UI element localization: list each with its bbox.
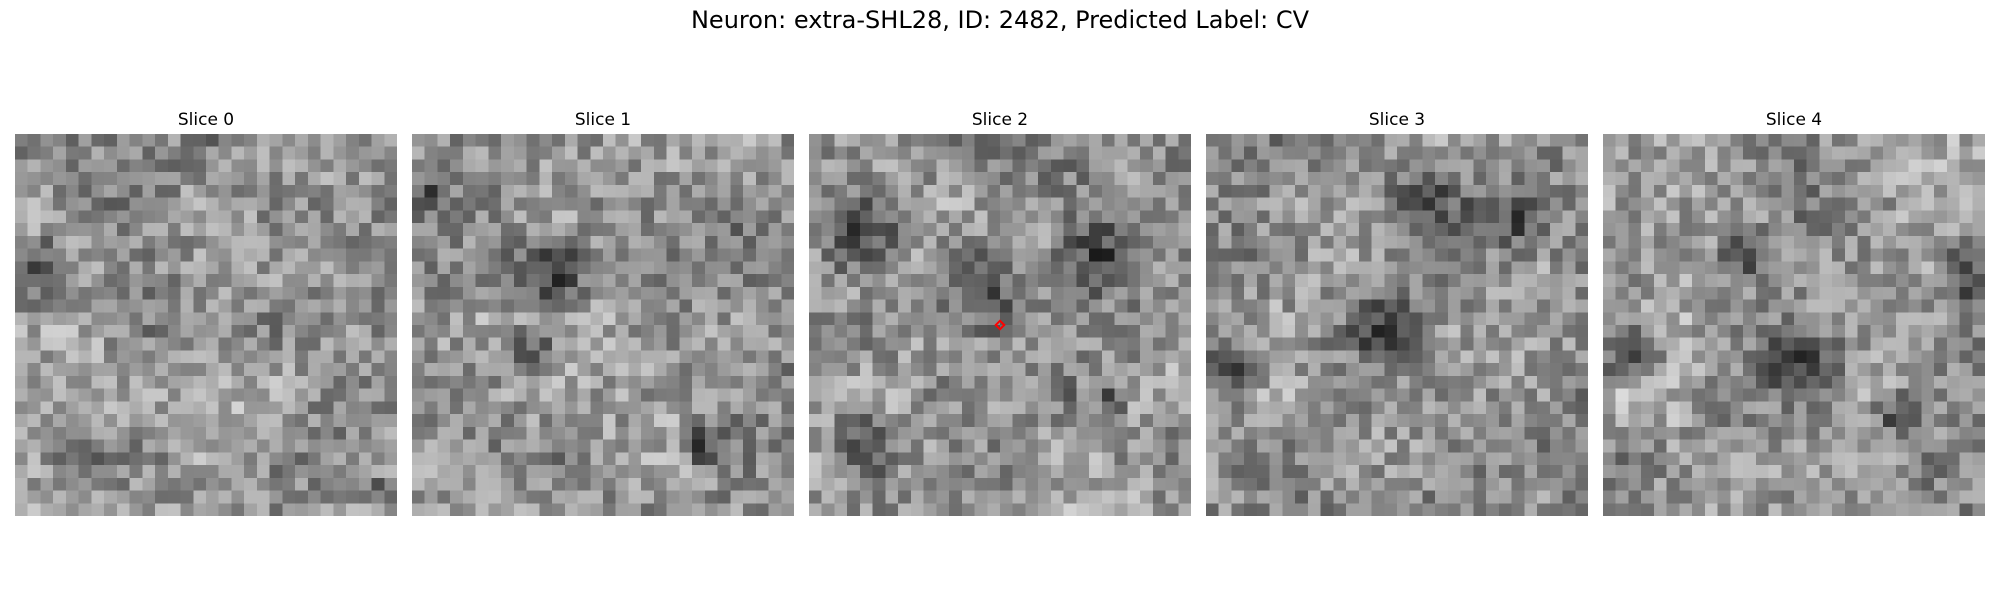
slice-image xyxy=(1206,134,1588,516)
slice-panel-1: Slice 1 xyxy=(412,0,794,600)
slice-image xyxy=(809,134,1191,516)
slice-panel-0: Slice 0 xyxy=(15,0,397,600)
slice-label: Slice 4 xyxy=(1765,110,1823,130)
slice-image xyxy=(15,134,397,516)
slice-panel-4: Slice 4 xyxy=(1603,0,1985,600)
slice-label: Slice 1 xyxy=(574,110,632,130)
slice-image xyxy=(1603,134,1985,516)
slice-label: Slice 3 xyxy=(1368,110,1426,130)
slice-image xyxy=(412,134,794,516)
figure-title: Neuron: extra-SHL28, ID: 2482, Predicted… xyxy=(690,6,1310,34)
slice-panel-3: Slice 3 xyxy=(1206,0,1588,600)
slice-label: Slice 0 xyxy=(177,110,235,130)
slice-panel-2: Slice 2 xyxy=(809,0,1191,600)
slice-label: Slice 2 xyxy=(971,110,1029,130)
